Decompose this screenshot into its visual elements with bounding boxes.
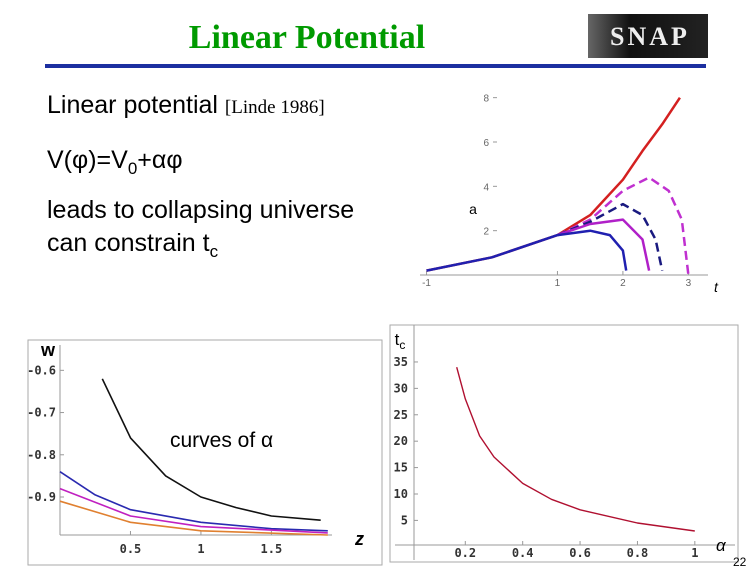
y-tick-label: 30 [394,381,408,395]
x-tick-label: 3 [686,278,692,289]
text: Linear potential [47,91,218,119]
x-tick-label: 1 [197,542,204,556]
x-tick-label: 0.4 [512,546,534,560]
y-axis-label: a [469,201,477,217]
subscript: c [399,338,405,352]
text: can constrain t [47,229,210,257]
body-text: can constrain tc [47,229,219,261]
y-tick-label: -0.8 [27,448,56,462]
x-axis-label: α [716,536,727,555]
x-tick-label: 1 [691,546,698,560]
plot-frame [389,324,739,563]
logo-text: SNAP [610,22,690,51]
series-line [557,202,664,271]
series-line [426,229,628,272]
series-line [556,176,690,276]
y-tick-label: 25 [394,408,408,422]
x-tick-label: 1 [555,278,561,289]
x-tick-label: 2 [620,278,626,289]
y-tick-label: 4 [483,182,489,193]
charts: -1 1 2 3 2 4 6 8 a t 0.5 1 1.5 -0.6 -0.7 -0.8 -0.9 w z 0.2 0… [27,94,735,560]
subscript: 0 [128,159,137,178]
y-tick-label: 6 [483,138,489,149]
x-tick-label: 0.2 [454,546,476,560]
x-tick-label: 0.6 [569,546,591,560]
x-axis-label: z [354,529,364,549]
series-line [426,97,681,272]
x-tick-label: 1.5 [261,542,283,556]
formula: V(φ)=V0+αφ [47,146,183,178]
page-number: 22 [733,555,747,569]
y-axis-label: w [40,340,56,360]
y-tick-label: -0.9 [27,490,56,504]
series-line [59,471,328,532]
logo [588,14,708,58]
body-text: Linear potential [Linde 1986] [47,91,325,119]
series-line [59,500,328,536]
y-tick-label: 15 [394,461,408,475]
text: w [40,340,56,360]
x-tick-label: -1 [422,278,431,289]
y-tick-label: 20 [394,434,408,448]
y-tick-label: 5 [401,513,408,527]
y-axis-label: tc [395,330,406,352]
annotation: curves of α [170,429,273,452]
y-tick-label: -0.7 [27,406,56,420]
y-tick-label: -0.6 [27,363,56,377]
series-line [59,487,328,534]
title-rule [45,64,706,68]
slide-title: Linear Potential [189,19,425,56]
subscript: c [210,242,219,261]
y-tick-label: 35 [394,355,408,369]
text: a [469,201,477,217]
text: V(φ)=V [47,146,128,174]
series-line [101,378,321,521]
text: +αφ [137,146,182,174]
y-tick-label: 10 [394,487,408,501]
y-tick-label: 8 [483,94,489,105]
y-tick-label: 2 [483,227,489,238]
series-line [456,367,695,532]
text: t [395,330,400,349]
x-tick-label: 0.8 [627,546,649,560]
x-tick-label: 0.5 [120,542,142,556]
series-line [557,218,651,271]
body-text: leads to collapsing universe [47,196,354,224]
citation: [Linde 1986] [225,97,325,118]
x-axis-label: t [714,279,719,295]
